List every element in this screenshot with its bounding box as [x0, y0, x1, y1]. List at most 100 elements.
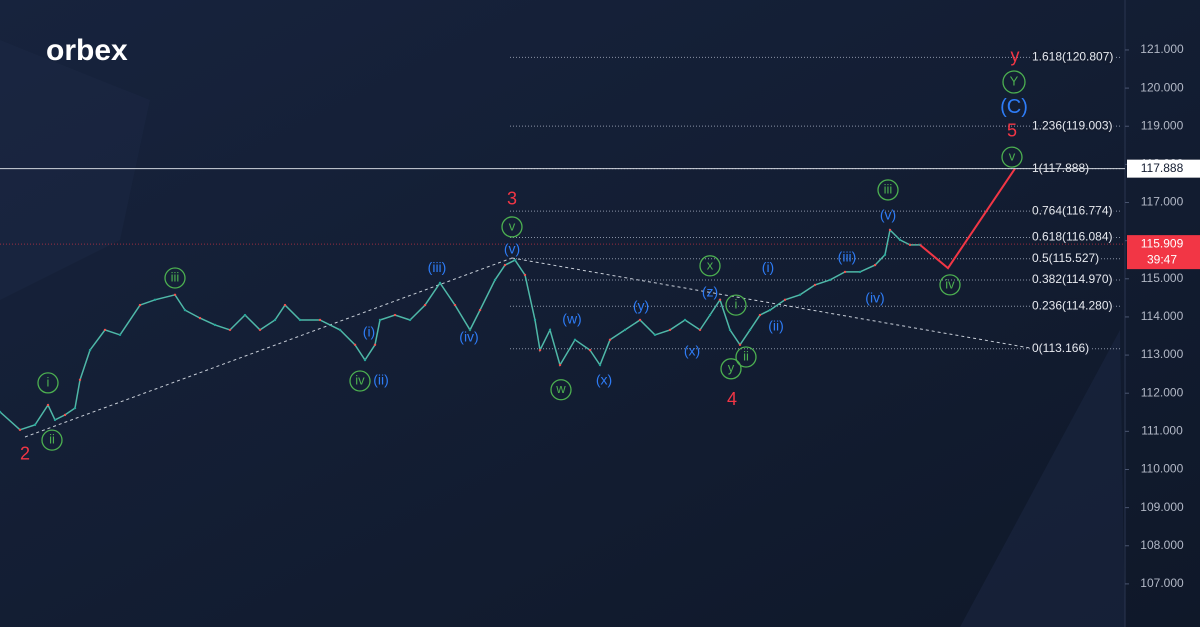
wave-label: y [1011, 46, 1020, 66]
wave-circle [939, 274, 961, 296]
price-point [573, 338, 577, 342]
wave-label: ii [49, 432, 55, 447]
projection-line [919, 168, 1016, 270]
price-point [728, 328, 732, 332]
price-point [708, 313, 712, 317]
decor [960, 330, 1125, 627]
price-point [748, 328, 752, 332]
wave-circle [1001, 146, 1023, 168]
wave-label: i [735, 297, 738, 312]
wave-label: (i) [762, 259, 774, 275]
y-tick-label: 110.000 [1141, 462, 1184, 476]
price-point [653, 333, 657, 337]
y-tick-label: 112.000 [1141, 385, 1184, 399]
price-point [228, 328, 232, 332]
trendline [511, 257, 1031, 349]
wave-circle [699, 255, 721, 277]
price-point [18, 428, 22, 432]
wave-label: iii [884, 181, 893, 196]
price-point [548, 328, 552, 332]
wave-label: (i) [363, 324, 375, 340]
fib-label: 0.5(115.527) [1032, 251, 1099, 265]
fib-label: 0.382(114.970) [1032, 272, 1113, 286]
price-point [338, 328, 342, 332]
price-point [33, 423, 37, 427]
y-tick-label: 108.000 [1140, 538, 1184, 552]
price-point [438, 281, 442, 285]
wave-label: 4 [727, 389, 737, 409]
wave-circle [877, 179, 899, 201]
price-tag [1127, 159, 1200, 178]
price-point [153, 298, 157, 301]
wave-circle [1002, 70, 1026, 94]
price-point [198, 316, 202, 320]
fib-label: 0.764(116.774) [1032, 203, 1113, 217]
price-point [623, 328, 627, 332]
price-point [273, 318, 277, 322]
price-point [173, 293, 177, 297]
fib-label: 1.236(119.003) [1032, 118, 1113, 132]
price-point [453, 303, 457, 307]
price-point [858, 270, 862, 274]
price-point [258, 328, 262, 332]
price-point [353, 343, 357, 346]
price-point [683, 318, 687, 322]
wave-label: (C) [1000, 96, 1028, 118]
price-point [828, 278, 832, 282]
price-point [533, 318, 537, 322]
price-tag-label: 115.909 [1141, 236, 1184, 250]
price-timer: 39:47 [1147, 252, 1177, 266]
price-point [843, 270, 847, 274]
y-tick-label: 109.000 [1140, 500, 1184, 514]
price-point [783, 298, 787, 301]
wave-label: ii [743, 348, 749, 363]
wave-circle [720, 358, 742, 380]
price-point [638, 318, 642, 322]
y-tick-label: 117.000 [1141, 195, 1184, 209]
price-point [588, 348, 592, 352]
price-point [393, 313, 397, 317]
price-point [183, 308, 187, 312]
price-point [46, 403, 50, 407]
price-point [423, 303, 427, 307]
price-point [298, 318, 302, 322]
price-point [118, 333, 122, 337]
price-point [608, 338, 612, 342]
price-point [408, 318, 412, 322]
price-point [513, 258, 517, 262]
price-point [503, 263, 507, 267]
wave-label: (v) [504, 241, 520, 257]
wave-label: w [555, 381, 566, 396]
y-tick-label: 121.000 [1140, 42, 1184, 56]
wave-label: iv [355, 372, 365, 387]
y-tick-label: 111.000 [1141, 424, 1183, 438]
logo: orbex [46, 34, 128, 67]
wave-label: x [707, 257, 714, 272]
wave-circle [550, 379, 572, 401]
wave-label: (iii) [838, 249, 857, 265]
wave-label: (x) [596, 372, 612, 388]
wave-label: v [1009, 149, 1016, 164]
wave-label: y [728, 360, 735, 375]
price-point [53, 418, 57, 422]
wave-label: Y [1010, 73, 1019, 88]
price-point [468, 328, 472, 332]
y-tick-label: 115.000 [1141, 271, 1184, 285]
wave-label: i [47, 374, 50, 389]
fib-label: 0.236(114.280) [1032, 298, 1113, 312]
wave-circle [164, 267, 186, 289]
price-point [478, 308, 482, 312]
wave-label: (iii) [428, 259, 447, 275]
price-point [213, 323, 217, 327]
price-point [598, 363, 602, 367]
price-point [493, 278, 497, 282]
price-point [873, 263, 877, 267]
price-point [318, 318, 322, 322]
wave-label: 5 [1007, 121, 1017, 141]
wave-circle [349, 370, 371, 392]
price-point [538, 348, 542, 352]
price-point [888, 228, 892, 232]
wave-label: v [509, 218, 516, 233]
wave-label: (v) [880, 207, 896, 223]
